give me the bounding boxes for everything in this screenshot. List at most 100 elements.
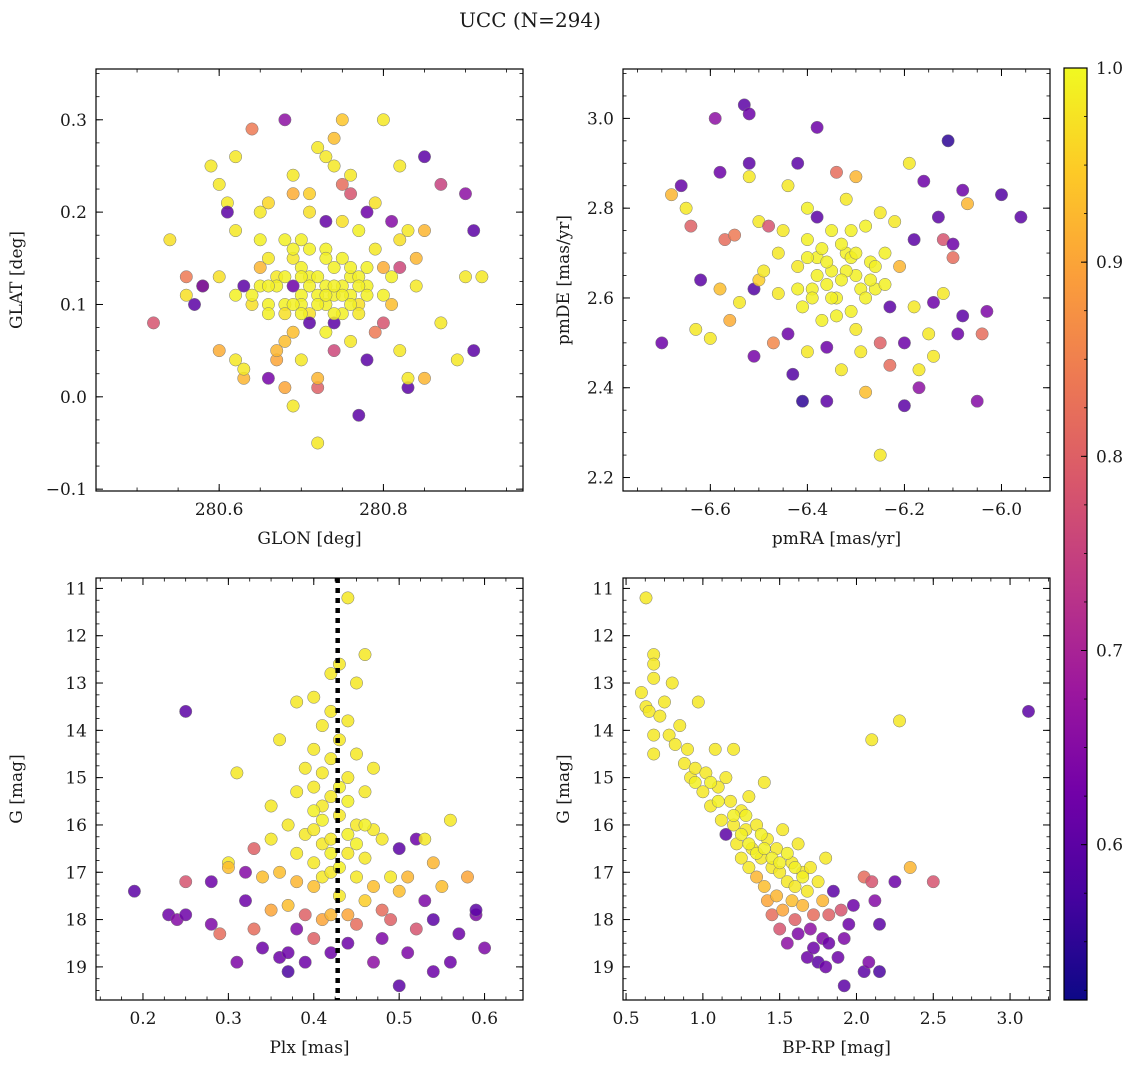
data-point xyxy=(368,196,382,210)
data-point xyxy=(261,251,275,265)
data-point xyxy=(684,219,698,233)
data-point xyxy=(376,316,390,330)
data-point xyxy=(796,300,809,314)
data-point xyxy=(781,327,795,341)
data-point xyxy=(842,917,856,931)
data-point xyxy=(773,922,787,936)
y-tick-label: 11 xyxy=(65,579,87,599)
data-point xyxy=(770,889,784,903)
data-point xyxy=(815,313,829,327)
data-point xyxy=(352,279,366,293)
data-point xyxy=(367,761,380,775)
data-point xyxy=(467,344,481,358)
axes-frame xyxy=(95,68,524,492)
data-point xyxy=(286,279,300,293)
data-point xyxy=(239,865,252,879)
panels: 280.6 280.8 −0.1 0.0 0.1 0.2 0.3 GLON [deg] GLAT… xyxy=(7,68,1051,1058)
data-point xyxy=(922,327,936,341)
data-point xyxy=(281,818,295,832)
data-point xyxy=(324,846,338,860)
y-axis-label: G [mag] xyxy=(554,754,574,823)
data-point xyxy=(757,842,771,856)
data-point xyxy=(703,331,717,345)
data-point xyxy=(810,210,824,224)
data-point xyxy=(849,170,863,184)
data-point xyxy=(324,832,338,846)
data-point xyxy=(358,894,372,908)
scatter-points xyxy=(634,591,1035,993)
data-point xyxy=(341,714,355,728)
data-point xyxy=(393,233,407,247)
data-point xyxy=(475,270,489,284)
data-point xyxy=(780,846,794,860)
data-point xyxy=(677,757,691,770)
scatter-points xyxy=(147,113,489,450)
x-tick-label: 0.3 xyxy=(215,1009,242,1029)
y-tick-label: 2.2 xyxy=(587,469,614,489)
data-point xyxy=(912,381,926,395)
data-point xyxy=(647,747,661,761)
data-point xyxy=(662,728,676,742)
data-point xyxy=(358,648,372,662)
data-point xyxy=(278,381,292,395)
data-point xyxy=(212,270,226,284)
y-tick-label: 13 xyxy=(65,674,87,694)
data-point xyxy=(341,846,355,860)
data-point xyxy=(352,408,366,422)
data-point xyxy=(376,113,390,127)
data-point xyxy=(820,255,834,269)
data-point xyxy=(834,903,848,917)
data-point xyxy=(278,113,292,127)
data-point xyxy=(311,436,325,450)
data-point xyxy=(771,287,785,300)
data-point xyxy=(742,107,756,121)
data-point xyxy=(307,856,321,870)
data-point xyxy=(239,894,252,908)
data-point xyxy=(319,288,333,302)
data-point xyxy=(409,251,423,265)
data-point xyxy=(418,894,432,908)
data-point xyxy=(443,813,457,827)
data-point xyxy=(426,965,440,979)
data-point xyxy=(742,156,756,170)
data-point xyxy=(307,880,321,893)
data-point xyxy=(665,676,679,690)
data-point xyxy=(385,214,399,228)
data-point xyxy=(278,233,292,247)
data-point xyxy=(335,177,349,191)
data-point xyxy=(800,345,814,359)
data-point xyxy=(816,894,830,908)
data-point xyxy=(418,150,431,164)
data-point xyxy=(264,832,278,846)
data-point xyxy=(281,965,295,979)
data-point xyxy=(859,219,873,233)
data-point xyxy=(834,237,848,251)
data-point xyxy=(723,313,737,327)
data-point xyxy=(409,279,423,293)
data-point xyxy=(179,288,193,302)
data-point xyxy=(873,336,887,350)
data-point xyxy=(286,298,300,311)
data-point xyxy=(639,591,653,605)
data-point xyxy=(805,291,819,305)
data-point xyxy=(727,809,741,822)
scatter-points xyxy=(127,591,492,993)
data-point xyxy=(647,728,661,742)
data-point xyxy=(647,657,661,671)
data-point xyxy=(358,851,372,865)
data-point xyxy=(859,291,873,305)
data-point xyxy=(800,201,814,215)
data-point xyxy=(724,794,737,808)
data-point xyxy=(461,870,474,884)
data-point xyxy=(324,704,338,718)
data-point xyxy=(796,898,810,912)
data-point xyxy=(873,448,887,462)
y-tick-label: 19 xyxy=(592,958,614,978)
data-point xyxy=(688,761,702,775)
data-point xyxy=(668,738,682,751)
data-point xyxy=(811,875,825,889)
y-tick-label: 14 xyxy=(65,721,87,741)
data-point xyxy=(204,917,218,931)
data-point xyxy=(188,298,201,311)
